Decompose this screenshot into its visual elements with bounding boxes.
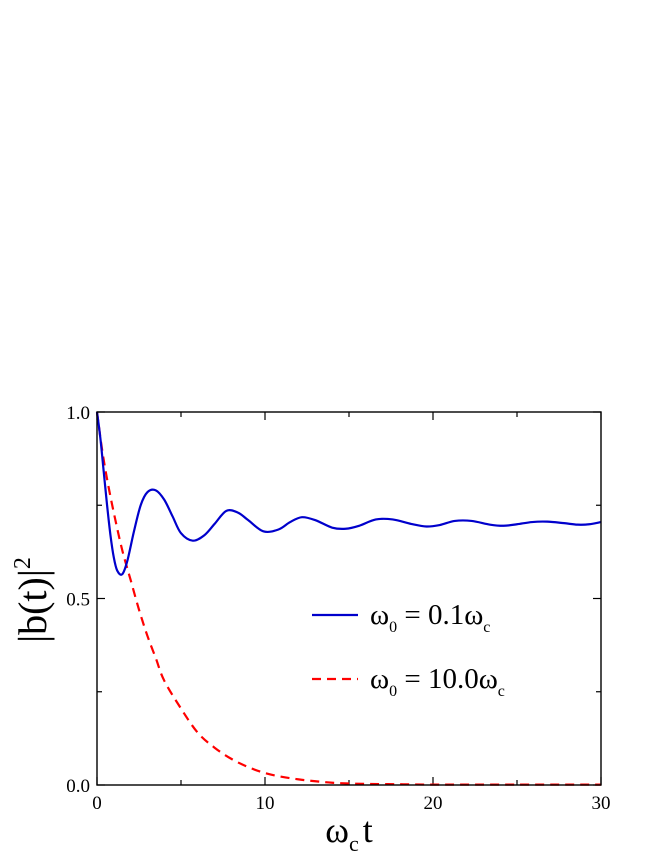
- labels-layer: 0 10 20 30 0.0 0.5 1.0: [66, 403, 610, 814]
- legend-label-series-1: ω0 = 0.1ωc: [370, 599, 490, 636]
- y-axis-title: |b(t)|2: [10, 557, 55, 643]
- y-axis-title-main: |b(t)|: [10, 569, 55, 643]
- legend-2-sub1: 0: [389, 683, 397, 700]
- y-tick-label: 1.0: [66, 403, 90, 424]
- x-axis-title-tail: t: [363, 810, 373, 850]
- x-tick-label: 30: [592, 793, 611, 814]
- y-tick-label: 0.5: [66, 590, 90, 611]
- y-tick-label: 0.0: [66, 776, 90, 797]
- legend-label-series-2: ω0 = 10.0ωc: [370, 663, 505, 700]
- legend-2-mid: = 10.0ω: [397, 663, 498, 695]
- series-layer: [95, 411, 602, 786]
- series-line-2: [95, 411, 601, 786]
- legend-1-sub1: 0: [389, 619, 397, 636]
- ticks-layer: [96, 411, 602, 786]
- legend-2-sub2: c: [498, 683, 505, 700]
- x-tick-label: 0: [92, 793, 102, 814]
- plot-frame: [96, 411, 602, 786]
- legend-1-mid: = 0.1ω: [397, 599, 483, 631]
- legend-1-sym: ω: [370, 599, 389, 631]
- legend-1-sub2: c: [483, 619, 490, 636]
- x-axis-title-main: ω: [325, 810, 349, 850]
- legend: ω0 = 0.1ωc ω0 = 10.0ωc: [312, 599, 505, 700]
- x-axis-title-sub: c: [349, 831, 359, 856]
- legend-2-sym: ω: [370, 663, 389, 695]
- y-axis-title-sup: 2: [10, 557, 36, 569]
- series-line-1: [95, 411, 602, 576]
- x-tick-label: 20: [424, 793, 443, 814]
- x-tick-label: 10: [256, 793, 275, 814]
- x-axis-title: ωc t: [325, 810, 372, 856]
